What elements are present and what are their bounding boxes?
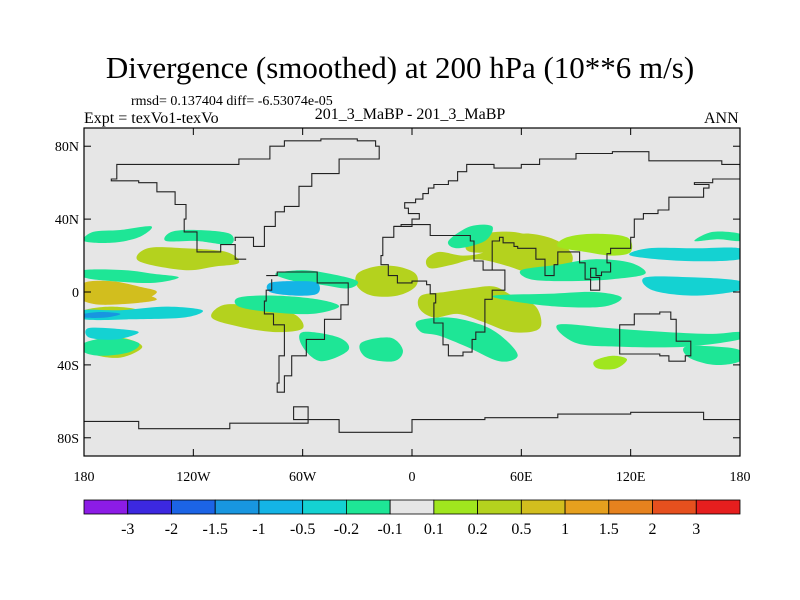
colorbar-box-10 — [520, 499, 566, 515]
y-tick-label-4: 80S — [57, 432, 79, 447]
contour-region-16 — [84, 337, 140, 356]
contour-region-5 — [593, 355, 628, 370]
colorbar-box-2 — [171, 499, 216, 515]
colorbar-box-11 — [564, 499, 610, 515]
colorbar-label-7: 0.1 — [424, 521, 444, 538]
colorbar-box-0 — [83, 499, 129, 515]
contour-region-4 — [556, 233, 633, 256]
colorbar-label-11: 1.5 — [599, 521, 619, 538]
contour-region-30 — [683, 345, 740, 366]
coastline-3 — [380, 178, 740, 357]
contour-region-26 — [629, 247, 740, 262]
colorbar-label-9: 0.5 — [511, 521, 531, 538]
colorbar-label-4: -0.5 — [290, 521, 315, 538]
colorbar-box-6 — [345, 499, 391, 515]
contour-region-21 — [359, 337, 403, 362]
season-label: ANN — [704, 110, 739, 127]
y-tick-label-0: 80N — [55, 140, 79, 155]
x-tick-label-5: 120E — [616, 470, 646, 485]
colorbar-box-7 — [389, 499, 435, 515]
contour-region-15 — [84, 306, 204, 321]
contour-region-32 — [84, 312, 121, 318]
colorbar-box-8 — [433, 499, 479, 515]
contour-region-0 — [425, 233, 573, 278]
contour-region-27 — [694, 231, 740, 242]
contour-region-19 — [234, 295, 340, 315]
contour-region-1 — [355, 265, 418, 297]
colorbar-box-1 — [127, 499, 172, 515]
y-tick-label-2: 0 — [72, 286, 79, 301]
contour-region-24 — [492, 291, 622, 308]
colorbar-label-2: -1.5 — [203, 521, 228, 538]
case-label: 201_3_MaBP - 201_3_MaBP — [314, 106, 506, 123]
colorbar-box-12 — [608, 499, 653, 515]
x-tick-label-6: 180 — [730, 470, 751, 485]
colorbar-label-5: -0.2 — [334, 521, 359, 538]
contour-region-8 — [136, 247, 240, 271]
coastline-5 — [84, 406, 740, 435]
colorbar-box-5 — [302, 499, 347, 515]
axis-layer: 180 120W 60W 0 60E 120E 180 80N 40N 0 40S 80S — [55, 128, 751, 485]
colorbar-label-12: 2 — [649, 521, 657, 538]
x-tick-label-3: 0 — [409, 470, 416, 485]
contour-region-11 — [84, 293, 157, 305]
contour-region-13 — [164, 229, 234, 245]
contour-region-23 — [415, 317, 518, 362]
stats-label: rmsd= 0.137404 diff= -6.53074e-05 — [131, 94, 333, 109]
colorbar-label-0: -3 — [121, 521, 134, 538]
colorbar-label-10: 1 — [561, 521, 569, 538]
colorbar-label-1: -2 — [165, 521, 178, 538]
contour-region-29 — [556, 324, 740, 348]
contour-region-18 — [266, 281, 320, 296]
y-tick-label-3: 40S — [57, 359, 79, 374]
contour-region-12 — [84, 226, 153, 244]
colorbar-box-4 — [258, 499, 304, 515]
contour-region-28 — [642, 276, 740, 296]
colorbar-box-9 — [477, 499, 522, 515]
contour-region-31 — [85, 327, 139, 340]
colorbar-box-13 — [652, 499, 697, 515]
colorbar-box-14 — [695, 499, 741, 515]
colorbar-box-3 — [214, 499, 260, 515]
colorbar-label-6: -0.1 — [377, 521, 402, 538]
colorbar-label-8: 0.2 — [468, 521, 488, 538]
colorbar: -3 -2 -1.5 -1 -0.5 -0.2 -0.1 0.1 0.2 0.5 1 1.5 2 3 — [83, 499, 741, 538]
x-tick-label-1: 120W — [176, 470, 211, 485]
contour-layer — [84, 224, 740, 370]
x-tick-label-0: 180 — [74, 470, 95, 485]
x-tick-label-2: 60W — [289, 470, 317, 485]
contour-region-14 — [84, 269, 179, 284]
coastline-0 — [110, 138, 380, 260]
colorbar-label-13: 3 — [692, 521, 700, 538]
coastline-4 — [619, 311, 692, 362]
colorbar-label-3: -1 — [252, 521, 265, 538]
y-tick-label-1: 40N — [55, 213, 79, 228]
plot-background — [84, 128, 740, 456]
x-tick-label-4: 60E — [510, 470, 533, 485]
chart-title: Divergence (smoothed) at 200 hPa (10**6 … — [105, 50, 695, 85]
coastline-2 — [393, 151, 740, 227]
experiment-label: Expt = texVo1-texVo — [84, 110, 219, 127]
coastline-layer — [84, 138, 740, 435]
coastline-1 — [263, 271, 349, 393]
